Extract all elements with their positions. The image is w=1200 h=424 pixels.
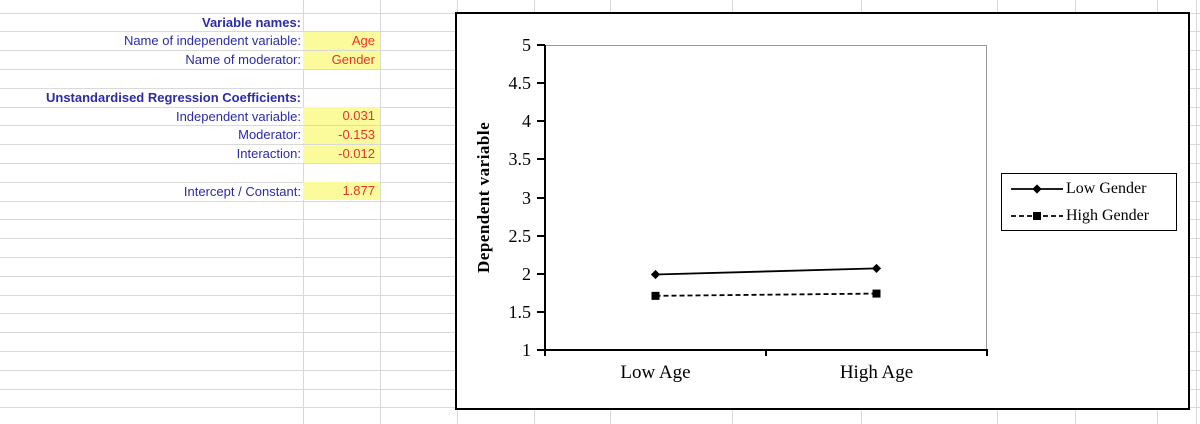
series-line-low-gender <box>655 267 877 276</box>
y-axis-tick-label: 2.5 <box>508 225 532 246</box>
legend-entry-high-gender: High Gender <box>1011 204 1176 228</box>
x-axis-tick <box>986 351 988 356</box>
series-marker-diamond <box>871 263 882 274</box>
row-label-interaction-coefficient: Interaction: <box>236 146 301 162</box>
data-series-plot <box>650 263 882 300</box>
y-axis-tick-label: 5 <box>522 35 531 55</box>
legend-label: High Gender <box>1066 206 1150 224</box>
series-marker-square <box>651 291 660 300</box>
row-label-intercept: Intercept / Constant: <box>183 183 301 199</box>
row-label-variable-names-header: Variable names: <box>202 14 301 30</box>
x-axis-category-label: High Age <box>839 362 914 383</box>
series-marker-square <box>872 289 881 298</box>
input-cell-iv-coefficient[interactable]: 0.031 <box>303 107 380 125</box>
interaction-chart[interactable]: Dependent variable 5 4.5 4 3.5 3 2.5 2 1.5 1 Low … <box>455 12 1190 410</box>
series-line-high-gender <box>655 292 877 297</box>
gridline-vertical <box>1196 0 1197 424</box>
y-axis-tick <box>537 82 545 85</box>
y-axis-tick-label: 1.5 <box>508 301 532 322</box>
y-axis-tick-label: 3 <box>522 187 531 208</box>
input-cell-moderator-name[interactable]: Gender <box>303 50 380 69</box>
y-axis-tick <box>537 349 545 351</box>
y-axis-tick-label: 4 <box>522 111 531 132</box>
y-axis-tick <box>537 44 545 46</box>
row-label-iv-coefficient: Independent variable: <box>175 108 301 124</box>
y-axis-line <box>544 45 546 351</box>
gridline-vertical <box>380 0 381 424</box>
x-axis-tick <box>765 351 767 356</box>
row-label-moderator-coefficient: Moderator: <box>238 127 301 143</box>
y-axis-tick <box>537 272 545 275</box>
y-axis-tick <box>537 196 545 199</box>
row-label-iv-name: Name of independent variable: <box>123 33 301 49</box>
x-axis-category-label: Low Age <box>620 362 691 383</box>
y-axis-tick <box>537 310 545 313</box>
y-axis-tick <box>537 158 545 161</box>
series-marker-diamond <box>650 269 661 280</box>
input-cell-intercept[interactable]: 1.877 <box>303 182 380 201</box>
input-cell-iv-name[interactable]: Age <box>303 31 380 50</box>
y-axis-tick-label: 1 <box>522 340 531 360</box>
legend-label: Low Gender <box>1066 179 1147 197</box>
legend-entry-low-gender: Low Gender <box>1011 177 1176 201</box>
x-axis-tick <box>544 351 546 356</box>
y-axis-tick-label: 3.5 <box>508 149 532 170</box>
x-axis-line <box>544 349 988 351</box>
y-axis-tick <box>537 234 545 237</box>
legend-swatch-dashed-square-icon <box>1011 211 1063 220</box>
y-axis-tick <box>537 120 545 123</box>
y-axis-tick-label: 2 <box>522 263 531 284</box>
input-cell-moderator-coefficient[interactable]: -0.153 <box>303 125 380 144</box>
legend-swatch-solid-diamond-icon <box>1011 183 1063 194</box>
row-label-moderator-name: Name of moderator: <box>185 52 301 68</box>
gridline-vertical <box>302 0 304 424</box>
row-label-coefficients-header: Unstandardised Regression Coefficients: <box>46 89 301 105</box>
y-axis-tick-label: 4.5 <box>508 73 532 94</box>
input-cell-interaction-coefficient[interactable]: -0.012 <box>303 144 380 163</box>
chart-legend[interactable]: Low Gender High Gender <box>1001 173 1177 231</box>
plot-area <box>545 45 987 350</box>
